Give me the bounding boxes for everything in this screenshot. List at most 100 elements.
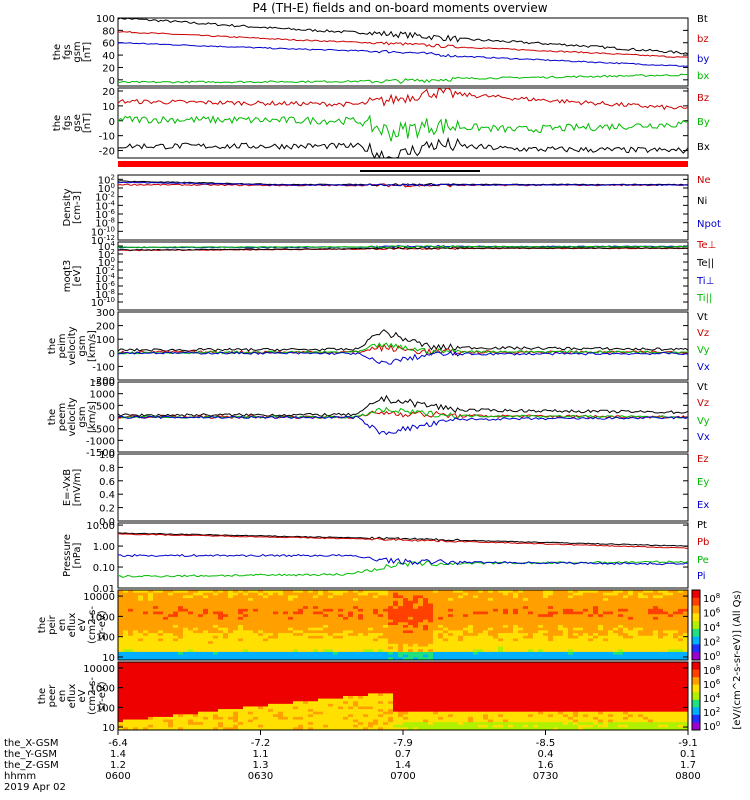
peir_spectrogram-bin xyxy=(418,646,424,650)
peir_spectrogram-bin xyxy=(533,608,539,612)
peir_spectrogram-bin xyxy=(313,625,319,629)
peer_spectrogram-bin xyxy=(208,706,214,710)
peir_spectrogram-bin xyxy=(598,657,604,661)
peir_spectrogram-bin xyxy=(238,633,244,637)
peer_spectrogram-bin xyxy=(188,711,194,715)
peer_spectrogram-bin xyxy=(218,685,224,689)
peer_spectrogram-bin xyxy=(308,724,314,728)
peir_spectrogram-bin xyxy=(443,625,449,629)
peer_spectrogram-bin xyxy=(198,701,204,705)
peir_spectrogram-bin xyxy=(138,633,144,637)
peer_spectrogram-bin xyxy=(373,688,379,692)
peir_spectrogram-bin xyxy=(218,638,224,642)
peir_spectrogram-bin xyxy=(658,598,664,602)
peir_spectrogram-bin xyxy=(558,646,564,650)
peir_spectrogram-bin xyxy=(298,608,304,612)
peir_spectrogram-bin xyxy=(493,651,499,656)
peer_spectrogram-bin xyxy=(318,719,324,723)
peir_spectrogram-bin xyxy=(368,590,374,594)
peer_spectrogram-bin xyxy=(203,698,209,702)
peir_spectrogram-bin xyxy=(433,638,439,642)
peir_spectrogram-bin xyxy=(208,590,214,594)
peer_spectrogram-bin xyxy=(393,690,399,694)
peer_spectrogram-bin xyxy=(358,706,364,710)
peir_spectrogram-bin xyxy=(298,598,304,602)
peir_spectrogram-bin xyxy=(378,608,384,612)
peir_spectrogram-bin xyxy=(293,633,299,637)
peer_spectrogram-bin xyxy=(328,685,334,689)
peir_spectrogram-bin xyxy=(473,592,479,596)
peir_spectrogram-bin xyxy=(463,630,469,634)
peir_spectrogram-bin xyxy=(403,635,409,639)
peer_spectrogram-bin xyxy=(293,709,299,713)
peir_spectrogram-bin xyxy=(363,606,369,610)
peir_spectrogram-bin xyxy=(408,622,414,626)
peir_spectrogram-bin xyxy=(438,657,444,661)
peer_spectrogram-bin xyxy=(218,724,224,728)
peir_spectrogram-bin xyxy=(208,643,214,647)
peer_spectrogram-bin xyxy=(383,711,389,715)
peer_spectrogram-bin xyxy=(158,703,164,707)
peir_spectrogram-bin xyxy=(588,614,594,618)
peir_spectrogram-bin xyxy=(513,592,519,596)
peir_spectrogram-bin xyxy=(588,592,594,596)
peir_spectrogram-bin xyxy=(503,625,509,629)
peir_spectrogram-bin xyxy=(598,590,604,594)
peir_spectrogram-bin xyxy=(238,643,244,647)
peer_spectrogram-bin xyxy=(178,698,184,702)
peer_spectrogram-bin xyxy=(303,672,309,676)
peir_spectrogram-bin xyxy=(388,649,394,653)
peir_spectrogram-bin xyxy=(223,625,229,629)
temperature-ytick-label: 104 xyxy=(98,240,116,253)
peir_spectrogram-bin xyxy=(578,654,584,658)
peir_spectrogram-bin xyxy=(613,643,619,647)
peir_spectrogram-bin xyxy=(523,608,529,612)
peir_spectrogram-bin xyxy=(573,592,579,596)
peir_spectrogram-bin xyxy=(618,638,624,642)
peer_spectrogram-bin xyxy=(293,685,299,689)
peir_spectrogram-bin xyxy=(548,592,554,596)
peir_spectrogram-bin xyxy=(243,606,249,610)
peir_spectrogram-bin xyxy=(123,649,129,653)
peir_spectrogram-bin xyxy=(358,600,364,604)
peir_spectrogram-bin xyxy=(123,646,129,650)
peer_spectrogram-bin xyxy=(238,714,244,718)
peer_spectrogram-bin xyxy=(148,662,154,666)
peir_spectrogram-bin xyxy=(448,651,454,656)
peir_spectrogram-bin xyxy=(248,641,254,645)
peem_velocity-ylabel: peem xyxy=(57,403,68,431)
peer_spectrogram-bin xyxy=(313,722,319,726)
peir_spectrogram-bin xyxy=(473,635,479,639)
peir_spectrogram-bin xyxy=(163,600,169,604)
peir_spectrogram-bin xyxy=(418,614,424,618)
peer_spectrogram-bin xyxy=(288,696,294,700)
peir_spectrogram-bin xyxy=(338,627,344,631)
peir_spectrogram-bin xyxy=(418,630,424,634)
peer_spectrogram-bin xyxy=(178,682,184,686)
density-ytick-label: 10-12 xyxy=(91,234,115,247)
peir_spectrogram-bin xyxy=(308,638,314,642)
peir_spectrogram-bin xyxy=(508,625,514,629)
peir_spectrogram-bin xyxy=(258,643,264,647)
peir_spectrogram-bin xyxy=(493,619,499,623)
peir_spectrogram-bin xyxy=(368,616,374,621)
peir_spectrogram-bin xyxy=(393,646,399,650)
peir_spectrogram-bin xyxy=(318,606,324,610)
peir_spectrogram-bin xyxy=(468,598,474,602)
peir_spectrogram-bin xyxy=(178,592,184,596)
peer_spectrogram-bin xyxy=(228,677,234,681)
peir_spectrogram-colorbar-seg xyxy=(692,613,700,622)
peir_spectrogram-bin xyxy=(668,638,674,642)
peir_spectrogram-bin xyxy=(148,627,154,631)
peir_spectrogram-bin xyxy=(338,649,344,653)
peir_spectrogram-bin xyxy=(518,625,524,629)
peer_spectrogram-bin xyxy=(118,696,124,700)
peir_spectrogram-bin xyxy=(438,627,444,631)
peir_spectrogram-bin xyxy=(583,654,589,658)
peir_spectrogram-bin xyxy=(143,635,149,639)
peer_spectrogram-bin xyxy=(398,703,404,707)
peir_spectrogram-bin xyxy=(643,622,649,626)
peir_spectrogram-bin xyxy=(348,646,354,650)
peir_spectrogram-bin xyxy=(448,625,454,629)
